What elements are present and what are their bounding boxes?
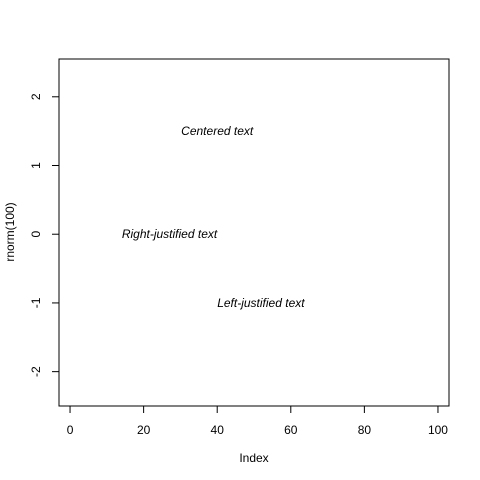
y-tick-label: 1 <box>29 162 43 169</box>
y-tick-label: 0 <box>29 231 43 238</box>
annotation-right-text: Right-justified text <box>122 227 218 241</box>
y-axis: -2 -1 0 1 2 <box>29 93 60 377</box>
x-tick-label: 20 <box>137 423 151 437</box>
x-axis-label: Index <box>239 451 268 465</box>
y-tick-label: 2 <box>29 93 43 100</box>
x-tick-label: 80 <box>358 423 372 437</box>
x-tick-label: 60 <box>284 423 298 437</box>
y-axis-label: rnorm(100) <box>3 202 17 261</box>
annotations: Centered text Right-justified text Left-ju… <box>122 124 305 310</box>
annotation-center-text: Centered text <box>181 124 254 138</box>
x-tick-label: 100 <box>428 423 448 437</box>
x-axis: 0 20 40 60 80 100 <box>67 405 448 437</box>
x-tick-label: 0 <box>67 423 74 437</box>
y-tick-label: -1 <box>29 297 43 308</box>
x-tick-label: 40 <box>211 423 225 437</box>
plot-box <box>58 58 450 407</box>
annotation-left-text: Left-justified text <box>217 296 305 310</box>
y-tick-label: -2 <box>29 366 43 377</box>
